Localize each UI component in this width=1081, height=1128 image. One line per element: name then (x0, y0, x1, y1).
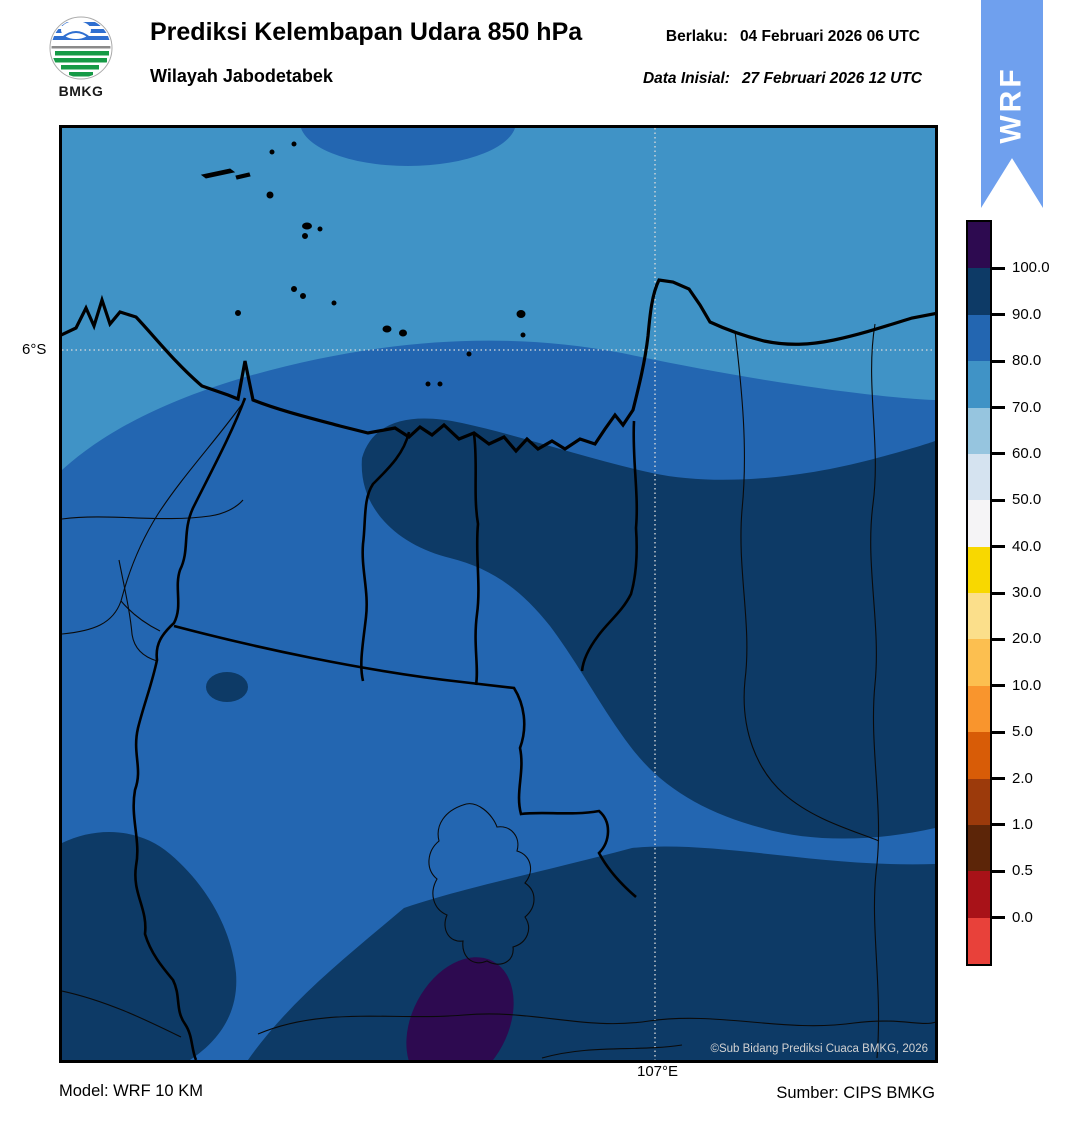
colorbar-tick-label: 5.0 (1012, 723, 1033, 741)
colorbar-segment (968, 778, 990, 825)
colorbar-tick-label: 40.0 (1012, 537, 1042, 555)
coastline (58, 278, 939, 454)
colorbar-segment (968, 222, 990, 269)
colorbar-segment (968, 546, 990, 593)
model-label: Model: WRF 10 KM (59, 1082, 203, 1100)
colorbar-bar (966, 220, 992, 966)
colorbar-tick-label: 70.0 (1012, 398, 1042, 416)
region-subtitle: Wilayah Jabodetabek (150, 66, 333, 86)
colorbar-segment (968, 871, 990, 918)
colorbar-segment (968, 314, 990, 362)
bmkg-logo: BMKG (48, 16, 114, 99)
colorbar-ticks: 100.0 90.0 80.0 70.0 60.0 50.0 40.0 30.0 20.0 10.… (966, 222, 1076, 964)
colorbar: 100.0 90.0 80.0 70.0 60.0 50.0 40.0 30.0 20.0 10.… (966, 220, 1076, 966)
colorbar-segment (968, 685, 990, 733)
colorbar-segment (968, 500, 990, 547)
colorbar-tick-label: 0.0 (1012, 908, 1033, 926)
colorbar-segment (968, 361, 990, 408)
colorbar-tick-label: 60.0 (1012, 444, 1042, 462)
colorbar-tick-label: 10.0 (1012, 676, 1042, 694)
colorbar-tick-label: 100.0 (1012, 259, 1050, 277)
colorbar-tick (991, 406, 1005, 409)
colorbar-tick-label: 50.0 (1012, 491, 1042, 509)
colorbar-segment (968, 639, 990, 686)
colorbar-tick (991, 730, 1005, 734)
islands (200, 141, 526, 387)
lat-tick-label: 6°S (22, 341, 47, 358)
valid-time-value: 04 Februari 2026 06 UTC (739, 28, 920, 45)
colorbar-tick (991, 545, 1005, 549)
valid-time-label: Berlaku: (665, 28, 728, 45)
colorbar-segment (968, 407, 990, 454)
admin-boundaries-thick (132, 397, 639, 1061)
page-title: Prediksi Kelembapan Udara 850 hPa (150, 18, 583, 46)
colorbar-tick-label: 90.0 (1012, 305, 1042, 323)
colorbar-tick (991, 684, 1005, 688)
colorbar-tick-label: 2.0 (1012, 769, 1033, 787)
colorbar-segment (968, 732, 990, 779)
source-label: Sumber: CIPS BMKG (776, 1084, 935, 1102)
initial-time-line: Data Inisial: 27 Februari 2026 12 UTC (643, 70, 922, 88)
colorbar-tick (991, 777, 1005, 780)
colorbar-tick (991, 869, 1005, 873)
colorbar-tick (991, 916, 1005, 920)
colorbar-tick-label: 20.0 (1012, 630, 1042, 648)
colorbar-tick-label: 80.0 (1012, 352, 1042, 370)
wrf-ribbon: WRF (981, 0, 1043, 208)
admin-boundaries-thin (61, 323, 937, 1059)
valid-time-line: Berlaku: 04 Februari 2026 06 UTC (666, 28, 920, 46)
lon-tick-label: 107°E (637, 1063, 679, 1080)
colorbar-tick (991, 498, 1005, 502)
fill-humidity-70-80 (62, 128, 935, 470)
colorbar-tick (991, 591, 1005, 595)
humidity-contour-map: ©Sub Bidang Prediksi Cuaca BMKG, 2026 (58, 78, 939, 1089)
fill-central-90-100 (361, 418, 935, 839)
initial-time-label: Data Inisial: (642, 70, 730, 87)
colorbar-segment (968, 268, 990, 315)
initial-time-value: 27 Februari 2026 12 UTC (741, 70, 922, 87)
wrf-ribbon-label: WRF (995, 66, 1028, 144)
colorbar-segment (968, 593, 990, 640)
colorbar-tick-label: 1.0 (1012, 815, 1033, 833)
fill-purple-above-100 (406, 957, 514, 1089)
colorbar-tick-label: 0.5 (1012, 862, 1033, 880)
colorbar-segment (968, 917, 990, 964)
colorbar-tick (991, 823, 1005, 827)
colorbar-tick (991, 266, 1005, 270)
fill-small-oval-90-100 (206, 672, 248, 702)
colorbar-segment (968, 824, 990, 872)
colorbar-tick-label: 30.0 (1012, 584, 1042, 601)
map-copyright: ©Sub Bidang Prediksi Cuaca BMKG, 2026 (710, 1043, 928, 1055)
bmkg-logo-text: BMKG (58, 83, 104, 99)
weather-map: ©Sub Bidang Prediksi Cuaca BMKG, 2026 (58, 78, 939, 1089)
colorbar-tick (991, 359, 1005, 363)
bmkg-logo-icon (49, 16, 113, 80)
colorbar-tick (991, 313, 1005, 317)
colorbar-segment (968, 453, 990, 501)
colorbar-tick (991, 637, 1005, 641)
colorbar-tick (991, 452, 1005, 456)
